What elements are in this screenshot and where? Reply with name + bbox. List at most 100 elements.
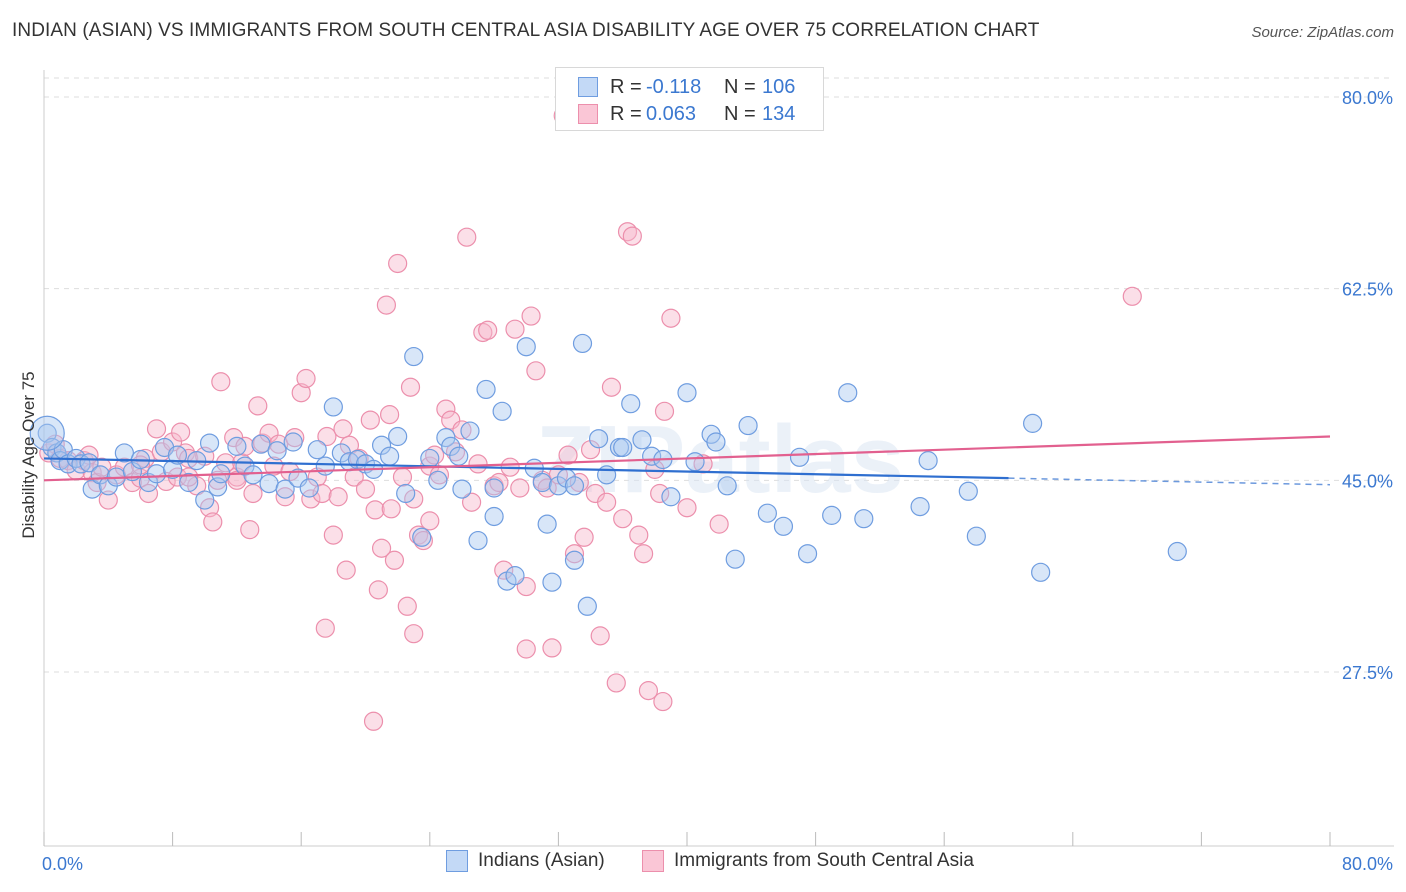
data-point-indians (537, 514, 557, 534)
legend-swatch-blue (578, 77, 598, 97)
legend-row-immigrants: R = 0.063 N = 134 (578, 101, 795, 127)
data-point-immigrants (336, 560, 356, 580)
data-point-immigrants (171, 422, 191, 442)
data-point-indians (516, 337, 536, 357)
data-point-immigrants (478, 320, 498, 340)
data-point-indians (307, 440, 327, 460)
legend-row-indians: R = -0.118 N = 106 (578, 74, 795, 100)
data-point-indians (1167, 541, 1187, 562)
data-point-indians (838, 383, 858, 403)
data-point-indians (725, 549, 745, 569)
data-point-immigrants (420, 511, 440, 531)
data-point-immigrants (629, 525, 649, 545)
data-point-immigrants (633, 544, 654, 564)
data-point-immigrants (461, 492, 482, 512)
data-point-indians (275, 479, 295, 499)
data-point-indians (267, 441, 287, 461)
data-point-immigrants (558, 445, 578, 465)
data-point-immigrants (179, 467, 199, 487)
data-point-indians (597, 465, 617, 485)
data-point-immigrants (601, 377, 622, 397)
data-point-indians (572, 333, 593, 354)
data-point-immigrants (653, 691, 673, 712)
data-point-indians (484, 506, 504, 527)
data-point-indians (460, 421, 480, 441)
n-value: 106 (762, 75, 796, 98)
y-tick-labels: 27.5% 45.0% 62.5% 80.0% (1342, 88, 1393, 683)
data-point-immigrants (388, 253, 408, 274)
pink-points (39, 106, 1142, 731)
data-point-immigrants (381, 499, 401, 519)
trend-lines (43, 435, 1331, 486)
data-point-immigrants (590, 626, 610, 646)
data-point-immigrants (333, 419, 353, 439)
data-point-indians (621, 394, 641, 414)
data-point-indians (396, 483, 416, 504)
data-point-indians (179, 472, 199, 493)
data-point-indians (918, 451, 938, 471)
legend-swatch-pink (578, 104, 598, 124)
data-point-immigrants (203, 512, 223, 532)
n-value: 134 (762, 102, 796, 125)
data-point-immigrants (468, 454, 488, 474)
data-point-immigrants (323, 525, 343, 545)
data-point-indians (966, 526, 986, 546)
data-point-indians (167, 445, 188, 465)
data-point-indians (797, 544, 818, 564)
data-point-indians (1031, 562, 1051, 582)
data-point-immigrants (365, 500, 385, 520)
data-point-immigrants (622, 226, 642, 246)
data-point-immigrants (240, 520, 260, 540)
trend-line-immigrants (43, 435, 1331, 482)
data-point-indians (661, 487, 681, 507)
data-point-immigrants (661, 308, 681, 328)
trend-line-indians-extrapolated (1008, 477, 1331, 486)
data-point-immigrants (574, 527, 594, 547)
data-point-indians (412, 527, 432, 547)
data-point-indians (773, 516, 794, 536)
data-point-immigrants (1122, 286, 1142, 306)
data-point-immigrants (376, 295, 396, 315)
axes (43, 70, 1394, 847)
data-point-immigrants (494, 560, 514, 580)
data-point-indians (299, 478, 319, 498)
data-point-immigrants (248, 396, 268, 416)
data-point-immigrants (317, 426, 337, 447)
data-point-immigrants (654, 401, 675, 421)
y-tick-label: 45.0% (1342, 471, 1393, 491)
data-point-indians (388, 426, 408, 447)
data-point-immigrants (259, 423, 279, 443)
data-point-indians (613, 437, 633, 458)
data-point-indians (315, 456, 335, 476)
data-point-indians (199, 433, 220, 453)
data-point-indians (37, 423, 57, 443)
data-point-immigrants (404, 624, 424, 644)
watermark: ZIPatlas (536, 406, 904, 513)
chart-title: INDIAN (ASIAN) VS IMMIGRANTS FROM SOUTH … (12, 20, 1040, 41)
data-point-indians (564, 476, 585, 496)
data-point-immigrants (146, 419, 167, 439)
y-tick-label: 62.5% (1342, 280, 1393, 300)
data-point-indians (484, 478, 504, 498)
data-point-immigrants (613, 509, 633, 529)
data-point-indians (468, 530, 488, 551)
data-point-immigrants (355, 479, 376, 499)
data-point-indians (910, 497, 930, 517)
data-point-indians (428, 470, 448, 490)
data-point-indians (677, 383, 697, 403)
data-point-indians (685, 452, 705, 472)
x-tick-label: 0.0% (42, 854, 83, 874)
data-point-immigrants (709, 514, 729, 534)
r-label: R = (610, 75, 642, 98)
data-point-indians (632, 430, 652, 450)
data-point-indians (738, 415, 758, 436)
data-point-immigrants (510, 478, 530, 498)
data-point-immigrants (606, 673, 626, 693)
data-point-indians (492, 401, 512, 421)
data-point-immigrants (211, 372, 231, 392)
r-label: R = (610, 102, 642, 125)
data-point-indians (1023, 413, 1043, 433)
legend-item-indians: Indians (Asian) (446, 850, 605, 872)
data-point-indians (542, 572, 562, 592)
